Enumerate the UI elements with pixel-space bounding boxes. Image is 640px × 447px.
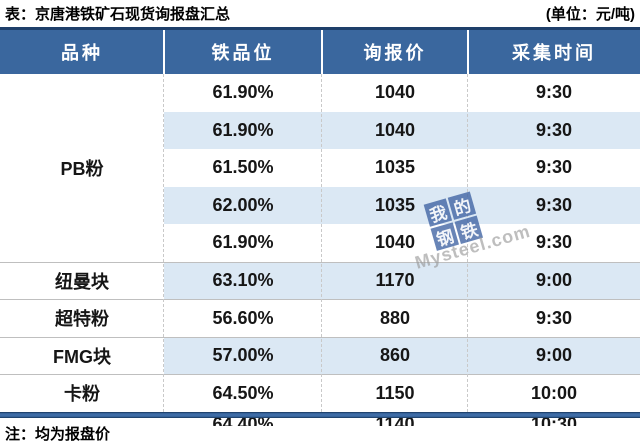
grade-cell: 61.90% — [164, 74, 322, 112]
time-cell: 9:30 — [468, 74, 640, 112]
grade-cell: 61.90% — [164, 111, 322, 149]
price-cell: 1170 — [322, 261, 468, 299]
header-separator — [321, 30, 323, 74]
time-cell: 9:00 — [468, 261, 640, 299]
unit-label: (单位：元/吨) — [545, 6, 635, 23]
table-body: PB粉 61.90% 1040 9:30 61.90% 1040 9:30 61… — [0, 74, 640, 412]
variety-cell — [0, 417, 164, 426]
header-time: 采集时间 — [512, 43, 596, 63]
grade-cell: 57.00% — [164, 336, 322, 374]
time-cell: 9:00 — [468, 336, 640, 374]
variety-cell: PB粉 — [0, 74, 164, 262]
header-variety: 品种 — [61, 43, 103, 63]
price-cell: 1040 — [322, 111, 468, 149]
grade-cell: 64.50% — [164, 374, 322, 412]
clipped-row: 64.40% 1140 10:30 — [0, 417, 640, 426]
grade-cell: 63.10% — [164, 261, 322, 299]
grade-cell: 61.90% — [164, 224, 322, 262]
time-cell: 10:00 — [468, 374, 640, 412]
price-cell: 860 — [322, 336, 468, 374]
time-cell: 9:30 — [468, 111, 640, 149]
variety-cell: 纽曼块 — [0, 261, 164, 299]
grade-cell: 62.00% — [164, 186, 322, 224]
time-cell: 9:30 — [468, 224, 640, 262]
column-divider — [163, 74, 164, 412]
price-cell: 1140 — [322, 417, 468, 426]
price-cell: 880 — [322, 299, 468, 337]
header-separator — [467, 30, 469, 74]
header-grade: 铁品位 — [211, 43, 275, 63]
price-table: 品种 铁品位 询报价 采集时间 PB粉 61.90% 1040 9:30 61.… — [0, 27, 640, 426]
time-cell: 9:30 — [468, 149, 640, 187]
title-bar: 表：京唐港铁矿石现货询报盘汇总 (单位：元/吨) — [5, 3, 635, 24]
column-divider — [321, 74, 322, 412]
time-cell: 9:30 — [468, 186, 640, 224]
table-title: 表：京唐港铁矿石现货询报盘汇总 — [5, 6, 231, 23]
time-cell: 10:30 — [468, 417, 640, 426]
footnote: 注：均为报盘价 — [5, 423, 115, 444]
grade-cell: 56.60% — [164, 299, 322, 337]
grade-cell: 64.40% — [164, 417, 322, 426]
table-bottom-border — [0, 411, 640, 418]
grade-cell: 61.50% — [164, 149, 322, 187]
table-header-row: 品种 铁品位 询报价 采集时间 — [0, 27, 640, 74]
variety-cell: FMG块 — [0, 336, 164, 374]
price-cell: 1035 — [322, 149, 468, 187]
price-cell: 1150 — [322, 374, 468, 412]
price-cell: 1040 — [322, 74, 468, 112]
header-price: 询报价 — [363, 43, 427, 63]
header-separator — [163, 30, 165, 74]
variety-cell: 超特粉 — [0, 299, 164, 337]
variety-cell: 卡粉 — [0, 374, 164, 412]
price-cell: 1040 — [322, 224, 468, 262]
time-cell: 9:30 — [468, 299, 640, 337]
column-divider — [467, 74, 468, 412]
price-cell: 1035 — [322, 186, 468, 224]
